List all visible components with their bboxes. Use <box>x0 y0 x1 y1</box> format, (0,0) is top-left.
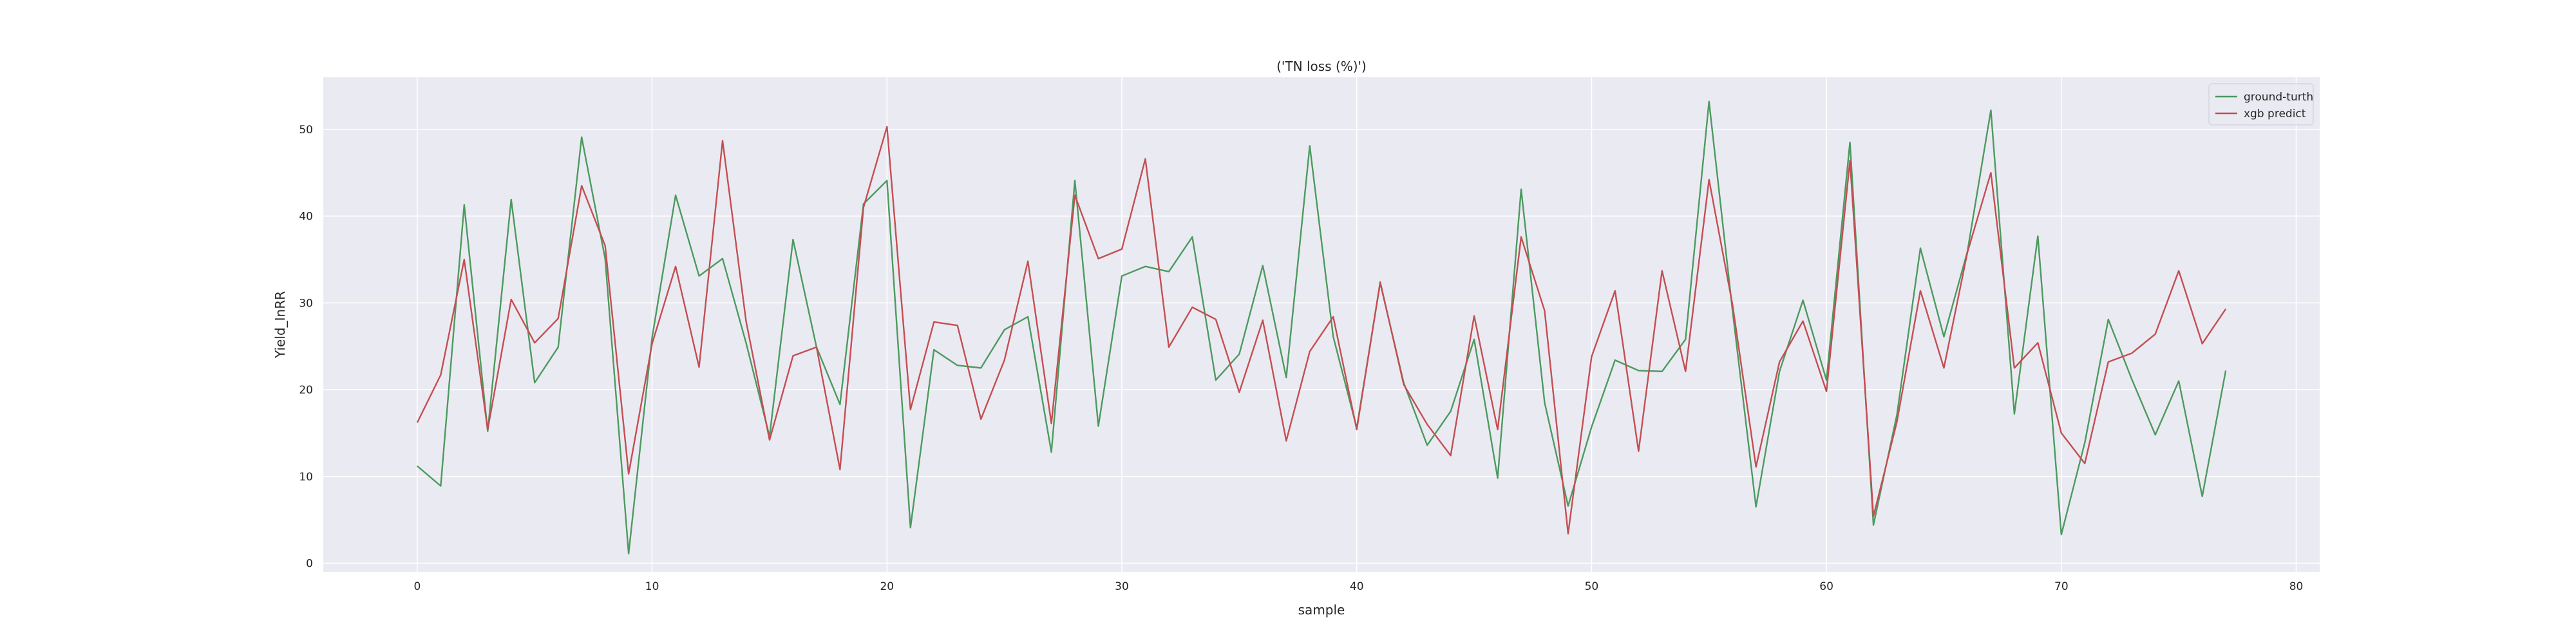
x-tick-label: 60 <box>1819 580 1833 593</box>
x-axis-label: sample <box>1298 602 1345 618</box>
x-tick-label: 30 <box>1115 580 1129 593</box>
y-tick-label: 0 <box>306 558 313 571</box>
x-tick-label: 10 <box>645 580 659 593</box>
plot-area <box>323 77 2320 572</box>
y-tick-label: 50 <box>299 124 313 137</box>
x-tick-label: 80 <box>2289 580 2304 593</box>
legend-label-ground-truth: ground-turth <box>2244 91 2313 104</box>
y-tick-label: 30 <box>299 297 313 310</box>
y-axis-ticks: 0 10 20 30 40 50 <box>299 124 313 571</box>
series-line-xgb-predict <box>416 126 2227 535</box>
x-tick-label: 0 <box>413 580 421 593</box>
y-tick-label: 10 <box>299 471 313 484</box>
legend: ground-turth xgb predict <box>2208 83 2314 126</box>
chart-title: ('TN loss (%)') <box>1276 59 1367 74</box>
series-line-ground-truth <box>417 100 2227 554</box>
legend-label-xgb-predict: xgb predict <box>2244 108 2306 120</box>
grid-lines <box>323 77 2320 572</box>
y-tick-label: 20 <box>299 384 313 397</box>
series-lines <box>416 100 2227 554</box>
x-tick-label: 40 <box>1350 580 1364 593</box>
legend-box <box>2208 83 2314 126</box>
y-tick-label: 40 <box>299 211 313 223</box>
x-axis-ticks: 0 10 20 30 40 50 60 70 80 <box>413 580 2303 593</box>
y-axis-label: Yield_InRR <box>272 291 288 359</box>
x-tick-label: 20 <box>880 580 894 593</box>
x-tick-label: 50 <box>1585 580 1599 593</box>
x-tick-label: 70 <box>2054 580 2069 593</box>
